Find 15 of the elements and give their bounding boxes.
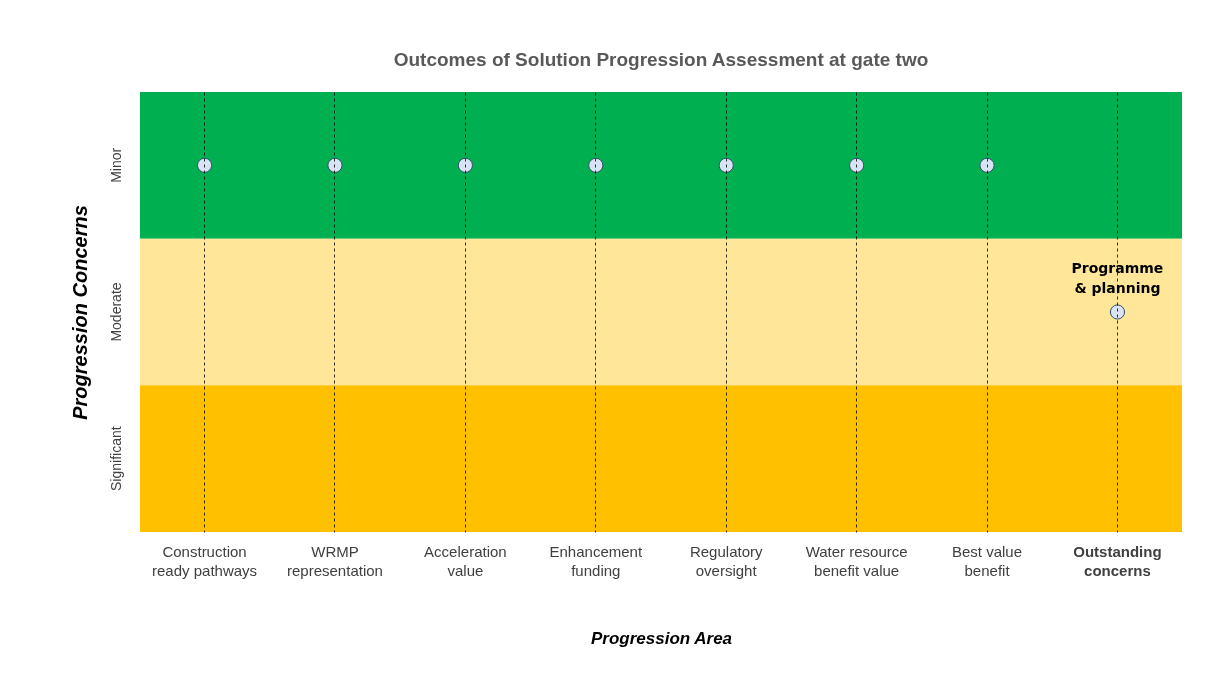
- x-tick-label: Best value benefit: [952, 542, 1023, 579]
- x-tick-label: Acceleration value: [424, 542, 507, 579]
- x-axis-title: Progression Area: [590, 628, 733, 648]
- annotation: Programme & planning: [1071, 260, 1164, 296]
- x-tick-label: Outstanding concerns: [1073, 542, 1162, 579]
- band-label: Minor: [108, 147, 124, 183]
- chart-title: Outcomes of Solution Progression Assessment at gate two: [393, 49, 929, 70]
- x-tick-label: Regulatory oversight: [689, 542, 763, 579]
- y-axis-title: Progression Concerns: [68, 205, 91, 420]
- x-tick-label: Enhancement funding: [549, 542, 643, 579]
- x-tick-label: Construction ready pathways: [152, 542, 258, 579]
- x-tick-label: WRMP representation: [287, 542, 383, 579]
- band-label: Moderate: [108, 282, 124, 342]
- x-tick-label: Water resource benefit value: [805, 542, 908, 579]
- band-label: Significant: [108, 426, 124, 491]
